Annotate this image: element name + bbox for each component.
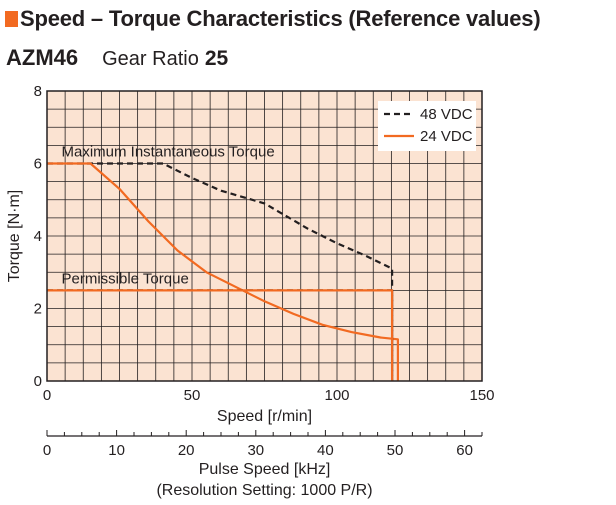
secondary-axis-note: (Resolution Setting: 1000 P/R) [156,482,372,499]
x-tick-label: 50 [184,387,201,404]
gear-ratio-label: Gear Ratio [102,48,199,70]
secondary-axis-label: Pulse Speed [kHz] [199,461,331,478]
legend-label: 24 VDC [420,128,473,145]
legend-box [378,101,476,151]
x-tick-label: 150 [469,387,494,404]
series-line-48-vdc [47,162,394,381]
x-tick-label: 0 [43,387,51,404]
pulse-speed-axis: 0 10 20 30 40 50 60 Pulse Speed [kHz] (Resolutio… [43,430,483,499]
x-tick-label: 100 [324,387,349,404]
series-line-24-vdc [47,162,399,381]
x-axis-label: Speed [r/min] [217,408,312,425]
legend-label: 48 VDC [420,106,473,123]
secondary-tick-label: 20 [178,442,195,459]
secondary-tick-label: 50 [387,442,404,459]
secondary-tick-label: 10 [108,442,125,459]
y-tick-label: 0 [34,373,42,390]
legend: 48 VDC 24 VDC [378,101,476,151]
secondary-tick-label: 40 [317,442,334,459]
chart-title-row: Speed – Torque Characteristics (Referenc… [5,4,541,34]
gear-ratio-value: 25 [204,47,229,70]
title-bullet-icon [5,11,18,27]
axes [46,90,483,382]
series-layer [47,162,399,381]
y-axis-label: Torque [N·m] [6,190,23,282]
plot-frame [46,90,483,382]
series-line-permissible-torque-24-vdc [47,289,394,381]
chart-title: Speed – Torque Characteristics (Referenc… [20,6,541,31]
y-tick-label: 4 [34,228,42,245]
secondary-tick-label: 0 [43,442,51,459]
y-tick-label: 6 [34,156,42,173]
y-tick-label: 8 [34,83,42,100]
chart-subtitle-row: AZM46 Gear Ratio 25 [6,45,228,71]
secondary-tick-label: 60 [456,442,473,459]
y-tick-label: 2 [34,301,42,318]
axis-labels: 0 50 100 150 0 2 4 6 8 Speed [r/min] Torque [N·m] M… [6,83,495,425]
annotation-permissible-torque: Permissible Torque [62,270,189,287]
secondary-tick-label: 30 [247,442,264,459]
model-name: AZM46 [6,45,79,70]
annotation-max-instantaneous-torque: Maximum Instantaneous Torque [62,144,275,161]
